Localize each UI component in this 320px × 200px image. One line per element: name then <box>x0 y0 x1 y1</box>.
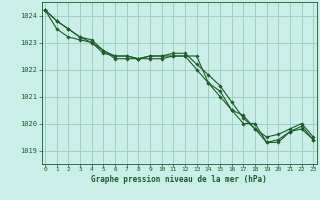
X-axis label: Graphe pression niveau de la mer (hPa): Graphe pression niveau de la mer (hPa) <box>91 175 267 184</box>
